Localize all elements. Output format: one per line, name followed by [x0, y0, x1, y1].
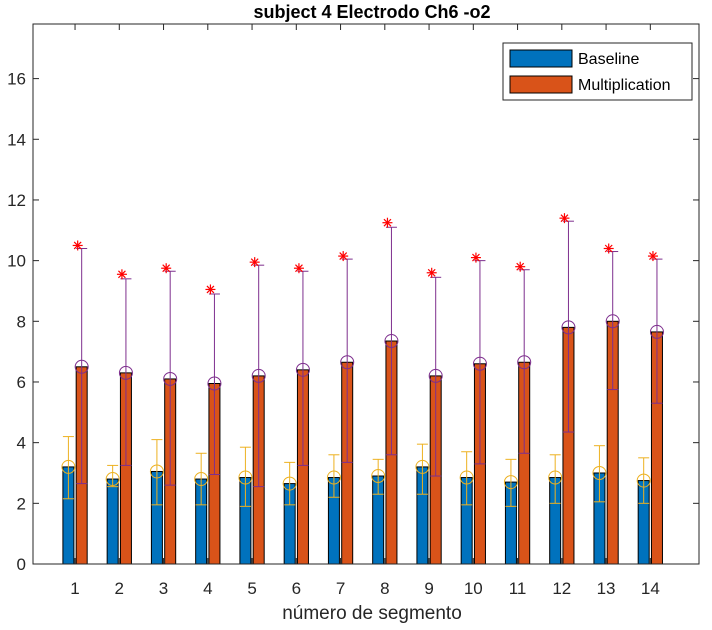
y-tick-label-14: 14	[7, 130, 26, 149]
mean-marker-baseline-14	[636, 473, 651, 488]
mean-marker-baseline-2	[105, 472, 120, 487]
marks-layer	[61, 213, 664, 565]
chart-title: subject 4 Electrodo Ch6 -o2	[253, 2, 490, 22]
mean-marker-multiplication-11	[517, 355, 532, 370]
x-tick-label-8: 8	[380, 579, 389, 598]
mean-marker-multiplication-4	[207, 376, 222, 391]
x-tick-label-10: 10	[464, 579, 483, 598]
x-tick-label-6: 6	[292, 579, 301, 598]
y-tick-label-12: 12	[7, 191, 26, 210]
max-marker-10	[470, 252, 481, 263]
x-axis-label: número de segmento	[282, 603, 462, 624]
mean-marker-multiplication-2	[118, 365, 133, 380]
mean-marker-baseline-3	[149, 464, 164, 479]
mean-marker-multiplication-5	[251, 368, 266, 383]
max-marker-5	[249, 257, 260, 268]
mean-marker-multiplication-10	[472, 356, 487, 371]
x-tick-label-1: 1	[70, 579, 79, 598]
x-tick-label-14: 14	[641, 579, 660, 598]
mean-marker-baseline-8	[371, 469, 386, 484]
x-tick-label-5: 5	[247, 579, 256, 598]
mean-marker-multiplication-9	[428, 368, 443, 383]
max-marker-9	[426, 267, 437, 278]
max-marker-4	[205, 284, 216, 295]
x-tick-label-13: 13	[597, 579, 616, 598]
mean-marker-baseline-9	[415, 459, 430, 474]
mean-marker-multiplication-3	[163, 371, 178, 386]
plot-area	[33, 24, 699, 564]
max-marker-2	[116, 269, 127, 280]
mean-marker-multiplication-6	[295, 362, 310, 377]
mean-marker-baseline-6	[282, 476, 297, 491]
mean-marker-multiplication-14	[649, 324, 664, 339]
legend-label-2: Multiplication	[578, 77, 670, 94]
y-tick-label-4: 4	[17, 434, 26, 453]
mean-marker-multiplication-1	[74, 359, 89, 374]
max-marker-6	[293, 263, 304, 274]
mean-marker-multiplication-13	[605, 314, 620, 329]
max-marker-8	[382, 217, 393, 228]
x-tick-label-2: 2	[115, 579, 124, 598]
x-tick-label-7: 7	[336, 579, 345, 598]
legend-label-1: Baseline	[578, 51, 639, 68]
max-marker-13	[603, 243, 614, 254]
max-marker-7	[338, 251, 349, 262]
y-tick-label-16: 16	[7, 70, 26, 89]
y-tick-label-2: 2	[17, 494, 26, 513]
legend-swatch-1	[509, 49, 573, 68]
mean-marker-baseline-10	[459, 470, 474, 485]
mean-marker-baseline-12	[548, 470, 563, 485]
legend: Baseline Multiplication	[502, 42, 693, 101]
y-tick-label-10: 10	[7, 252, 26, 271]
y-tick-label-6: 6	[17, 373, 26, 392]
max-marker-11	[515, 261, 526, 272]
y-tick-label-0: 0	[17, 555, 26, 574]
mean-marker-baseline-7	[326, 470, 341, 485]
x-tick-label-9: 9	[424, 579, 433, 598]
x-tick-label-3: 3	[159, 579, 168, 598]
y-tick-label-8: 8	[17, 312, 26, 331]
x-tick-label-4: 4	[203, 579, 212, 598]
mean-marker-baseline-1	[61, 459, 76, 474]
mean-marker-baseline-5	[238, 470, 253, 485]
bar-baseline-2	[106, 478, 119, 565]
x-tick-label-12: 12	[552, 579, 571, 598]
max-marker-1	[72, 240, 83, 251]
x-tick-label-11: 11	[509, 579, 527, 598]
max-marker-14	[647, 251, 658, 262]
mean-marker-multiplication-7	[340, 355, 355, 370]
max-marker-3	[161, 263, 172, 274]
mean-marker-baseline-4	[194, 472, 209, 487]
axes-box	[32, 23, 700, 565]
max-marker-12	[559, 213, 570, 224]
legend-swatch-2	[509, 75, 573, 94]
mean-marker-multiplication-8	[384, 334, 399, 349]
mean-marker-baseline-11	[503, 475, 518, 490]
mean-marker-multiplication-12	[561, 320, 576, 335]
mean-marker-baseline-13	[592, 465, 607, 480]
